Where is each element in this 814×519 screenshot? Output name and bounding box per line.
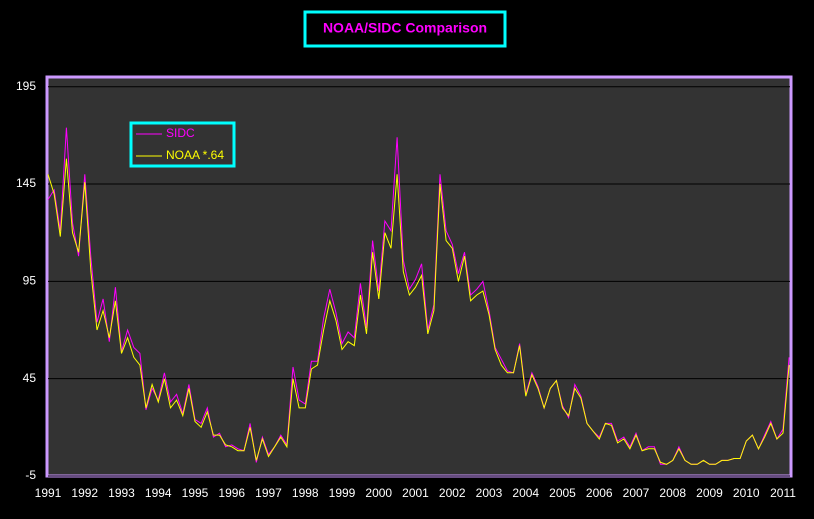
x-tick-label: 1993 <box>108 486 135 500</box>
x-tick-label: 1999 <box>329 486 356 500</box>
x-tick-label: 1994 <box>145 486 172 500</box>
x-tick-label: 2003 <box>476 486 503 500</box>
y-tick-label: 195 <box>16 79 36 93</box>
x-tick-label: 2011 <box>770 486 796 500</box>
y-tick-label: -5 <box>25 468 36 482</box>
x-tick-label: 2001 <box>402 486 429 500</box>
x-tick-label: 2000 <box>365 486 392 500</box>
x-tick-label: 1997 <box>255 486 282 500</box>
series-line <box>47 158 790 465</box>
y-tick-label: 145 <box>16 176 36 190</box>
x-tick-label: 2008 <box>659 486 686 500</box>
x-tick-label: 1998 <box>292 486 319 500</box>
title-box <box>303 10 507 48</box>
legend-label: SIDC <box>166 126 195 140</box>
x-tick-label: 2007 <box>623 486 650 500</box>
x-tick-label: 1995 <box>182 486 209 500</box>
legend-label: NOAA *.64 <box>166 148 224 162</box>
x-tick-label: 2005 <box>549 486 576 500</box>
y-tick-label: 95 <box>23 274 37 288</box>
x-tick-label: 2010 <box>733 486 760 500</box>
legend-box <box>129 121 236 168</box>
x-tick-label: 2002 <box>439 486 466 500</box>
x-tick-label: 2004 <box>512 486 539 500</box>
y-tick-label: 45 <box>23 371 37 385</box>
x-tick-label: 2009 <box>696 486 723 500</box>
x-tick-label: 2006 <box>586 486 613 500</box>
x-tick-label: 1996 <box>218 486 245 500</box>
x-tick-label: 1992 <box>71 486 98 500</box>
x-tick-label: 1991 <box>35 486 62 500</box>
chart-title: NOAA/SIDC Comparison <box>323 20 487 36</box>
